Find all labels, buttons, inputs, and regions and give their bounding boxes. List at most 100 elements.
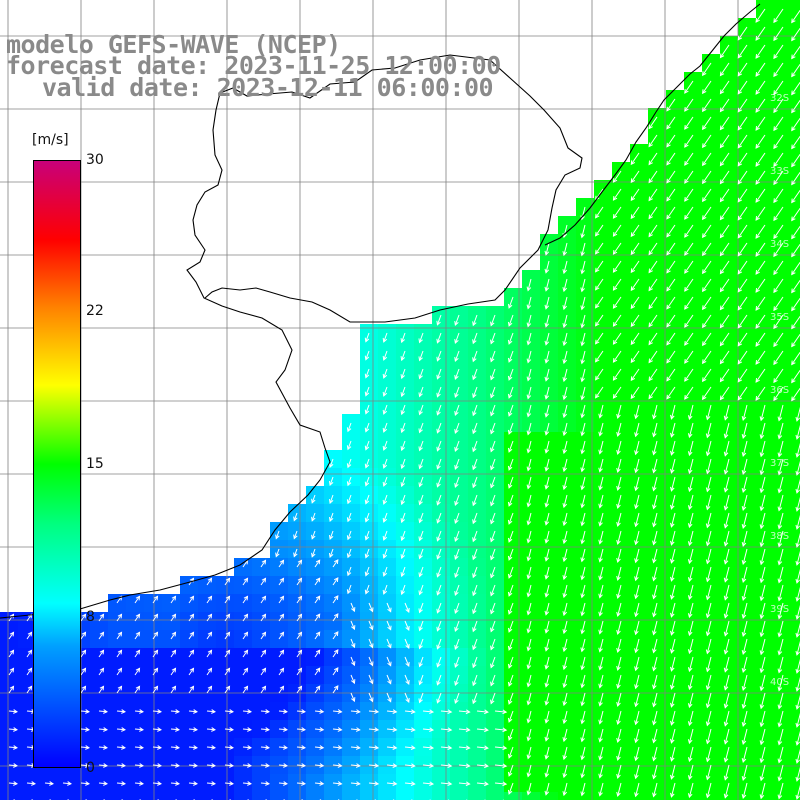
wind-arrow — [724, 746, 730, 762]
wind-arrow — [527, 350, 532, 363]
wind-arrow-head — [135, 595, 141, 601]
wind-arrow — [796, 640, 800, 655]
wind-arrow-head — [773, 216, 778, 222]
wind-arrow-head — [436, 356, 441, 362]
wind-arrow — [599, 764, 604, 778]
wind-arrow — [527, 710, 532, 723]
wind-arrow-head — [436, 572, 441, 578]
wind-cell — [270, 630, 289, 649]
wind-arrow — [720, 224, 730, 238]
wind-arrow — [635, 494, 640, 509]
wind-arrow — [365, 332, 370, 342]
wind-cell — [324, 612, 343, 631]
wind-arrow — [490, 656, 496, 668]
wind-arrow-head — [598, 701, 603, 707]
wind-cell — [144, 648, 163, 667]
wind-cell — [252, 630, 271, 649]
wind-arrow-head — [334, 685, 339, 690]
wind-arrow-head — [705, 757, 711, 763]
wind-arrow-head — [315, 685, 321, 691]
wind-arrow-head — [737, 89, 743, 95]
wind-arrow — [796, 604, 800, 619]
wind-arrow — [545, 458, 550, 471]
wind-arrow — [8, 782, 18, 785]
wind-arrow — [563, 674, 568, 688]
wind-arrow — [188, 746, 198, 749]
wind-cell — [252, 666, 271, 685]
wind-arrow-head — [687, 703, 693, 709]
wind-arrow-head — [777, 560, 783, 566]
wind-arrow — [563, 620, 568, 634]
wind-arrow-head — [243, 685, 249, 691]
wind-arrow-head — [364, 535, 370, 541]
wind-arrow — [170, 668, 176, 676]
wind-arrow-head — [612, 321, 618, 327]
wind-arrow — [545, 350, 550, 363]
wind-arrow-head — [773, 324, 778, 330]
wind-arrow-head — [773, 270, 778, 276]
wind-arrow-head — [795, 668, 800, 674]
wind-arrow-head — [507, 609, 513, 615]
wind-arrow — [476, 728, 488, 731]
wind-arrow — [563, 782, 568, 796]
wind-arrow-head — [490, 609, 495, 615]
wind-cell — [234, 594, 253, 613]
wind-arrow — [648, 278, 658, 291]
wind-cell — [792, 108, 800, 127]
lat-label: 34S — [770, 239, 790, 250]
wind-arrow-head — [755, 35, 760, 41]
wind-arrow-head — [634, 648, 639, 654]
wind-arrow — [599, 458, 604, 472]
wind-arrow-head — [544, 592, 550, 598]
wind-arrow — [595, 350, 604, 363]
valid-date: valid date: 2023-12-11 06:00:00 — [42, 73, 494, 102]
wind-arrow — [347, 530, 352, 540]
wind-arrow — [508, 782, 514, 795]
wind-arrow-head — [616, 773, 621, 779]
wind-arrow — [224, 578, 230, 586]
wind-arrow-head — [387, 625, 392, 631]
wind-arrow-head — [648, 304, 653, 310]
wind-cell — [0, 648, 19, 667]
wind-arrow-head — [580, 467, 585, 473]
wind-cell — [288, 594, 307, 613]
wind-arrow-head — [13, 781, 18, 786]
wind-arrow-head — [297, 685, 303, 691]
wind-arrow — [386, 746, 397, 749]
wind-arrow-head — [279, 667, 285, 673]
wind-arrow-head — [580, 449, 585, 455]
wind-arrow-head — [490, 699, 495, 705]
wind-arrow — [383, 458, 388, 469]
wind-arrow-head — [454, 356, 459, 362]
wind-arrow-head — [247, 727, 252, 732]
wind-arrow-head — [418, 500, 423, 506]
wind-arrow — [508, 530, 514, 543]
wind-arrow — [688, 440, 694, 456]
wind-arrow — [545, 422, 550, 435]
wind-arrow-head — [103, 727, 108, 732]
wind-arrow-head — [595, 339, 600, 345]
wind-arrow — [773, 8, 784, 23]
wind-arrow — [778, 404, 784, 421]
wind-arrow — [224, 686, 230, 694]
wind-arrow-head — [507, 591, 513, 597]
wind-arrow-head — [472, 699, 477, 705]
wind-arrow-head — [741, 469, 747, 475]
wind-arrow-head — [502, 763, 508, 769]
wind-arrow-head — [405, 661, 410, 667]
wind-arrow — [454, 476, 460, 488]
wind-arrow — [796, 784, 800, 799]
wind-arrow-head — [297, 667, 303, 673]
wind-arrow-head — [737, 53, 743, 59]
wind-arrow — [635, 746, 640, 761]
wind-cell — [198, 666, 217, 685]
wind-arrow-head — [472, 573, 477, 579]
wind-arrow — [278, 650, 284, 658]
wind-arrow-head — [293, 552, 298, 558]
wind-cell — [792, 18, 800, 37]
wind-arrow — [688, 782, 694, 798]
wind-arrow-head — [229, 763, 234, 768]
wind-arrow — [490, 530, 496, 542]
wind-arrow-head — [400, 590, 405, 596]
wind-arrow — [278, 632, 284, 640]
